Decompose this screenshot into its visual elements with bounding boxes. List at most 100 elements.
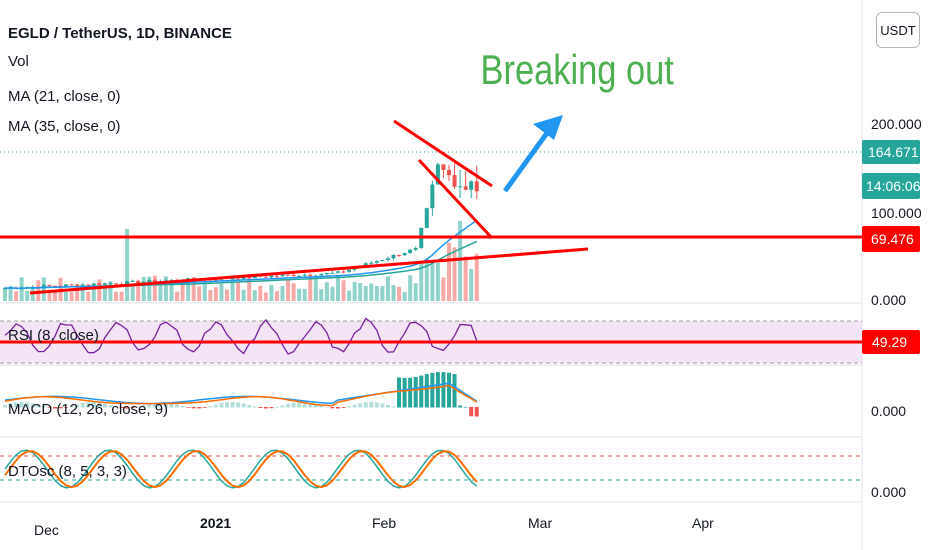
volume-bar [130,286,135,301]
volume-bar [241,289,246,301]
macd-hist-bar [263,407,268,409]
macd-hist-bar [286,403,291,408]
volume-bar [402,292,407,301]
candle-body [125,281,130,285]
volume-bar [14,291,19,301]
macd-hist-bar [52,407,57,409]
macd-hist-bar [64,407,69,408]
dtosc-legend[interactable]: DTOsc (8, 5, 3, 3) [8,463,127,480]
macd-hist-bar [186,407,191,408]
time-tick-feb: Feb [372,515,396,531]
drawn-trendlines[interactable] [0,119,862,295]
candle-body [291,274,296,277]
candle-body [80,284,85,287]
macd-hist-bar [408,377,413,408]
volume-bar [408,275,413,301]
volume-bar [419,261,424,301]
dtosc-axis-tick: 0.000 [871,484,906,500]
candle-body [363,263,368,267]
macd-hist-bar [435,372,440,408]
rsi-legend[interactable]: RSI (8, close) [8,327,99,344]
candle-body [435,164,440,185]
volume-bars [3,221,479,301]
macd-hist-bar [474,407,479,417]
breaking-out-annotation[interactable]: Breaking out [481,47,675,94]
rsi-value-badge: 49.29 [862,330,920,354]
flag-lower-line [417,158,494,240]
breakout-arrow-icon [502,115,563,193]
macd-hist-bar [336,407,340,409]
volume-bar [435,262,440,301]
level-badge: 69.476 [862,226,920,252]
volume-bar [8,286,13,301]
candle-body [152,280,157,283]
volume-bar [64,292,69,301]
currency-button[interactable]: USDT [876,12,920,48]
svg-text:14:06:06: 14:06:06 [866,178,921,194]
candle-body [424,208,429,228]
macd-hist-bar [369,402,374,408]
macd-hist-bar [236,402,241,408]
volume-bar [302,288,307,301]
volume-bar [369,283,374,301]
macd-hist-bar [213,404,218,408]
macd-legend[interactable]: MACD (12, 26, close, 9) [8,401,168,418]
volume-bar [114,291,118,301]
macd-hist-bar [14,402,19,408]
candle-body [374,261,379,263]
volume-bar [347,290,352,301]
volume-bar [413,283,418,301]
vol-legend[interactable]: Vol [8,53,29,70]
candle-body [347,269,352,272]
candle-body [97,283,102,285]
volume-bar [80,290,85,301]
macd-hist-bar [391,406,396,408]
macd-hist-bar [114,406,118,408]
volume-bar [441,277,446,301]
ma21-legend[interactable]: MA (21, close, 0) [8,88,121,105]
macd-hist-bar [225,402,229,408]
volume-bar [269,284,274,301]
macd-hist-bar [274,406,279,408]
candle-body [114,283,118,285]
macd-hist-bar [352,404,357,408]
symbol-title[interactable]: EGLD / TetherUS, 1D, BINANCE [8,25,232,42]
candle-body [64,284,69,287]
time-tick-2021: 2021 [200,515,231,531]
candle-body [474,181,479,192]
macd-hist-bar [291,402,296,408]
macd-hist-bar [152,402,157,408]
macd-hist-bar [141,405,146,408]
volume-bar [158,284,163,301]
candle-body [91,283,96,286]
time-tick-mar: Mar [528,515,552,531]
candle-body [319,274,324,276]
volume-bar [391,285,396,301]
candle-body [108,283,113,285]
volume-bar [313,278,318,301]
volume-bar [52,292,57,301]
volume-bar [108,281,113,301]
volume-bar [25,290,30,301]
volume-bar [119,291,124,301]
macd-hist-bar [8,403,13,408]
macd-hist-bar [202,407,207,408]
candle-body [308,274,313,276]
candle-body [3,288,7,290]
macd-hist-bar [280,405,285,408]
volume-bar [136,283,141,301]
macd-hist-bar [136,406,141,408]
candle-body [391,254,396,259]
ma35-legend[interactable]: MA (35, close, 0) [8,118,121,135]
macd-hist-bar [463,406,468,408]
volume-bar [385,276,390,301]
volume-bar [102,286,107,301]
pane-separators [0,0,863,550]
candle-body [47,285,52,287]
candle-body [41,285,46,289]
volume-bar [163,276,168,301]
candle-body [236,278,241,280]
volume-bar [336,276,340,301]
candle-body [69,284,74,286]
